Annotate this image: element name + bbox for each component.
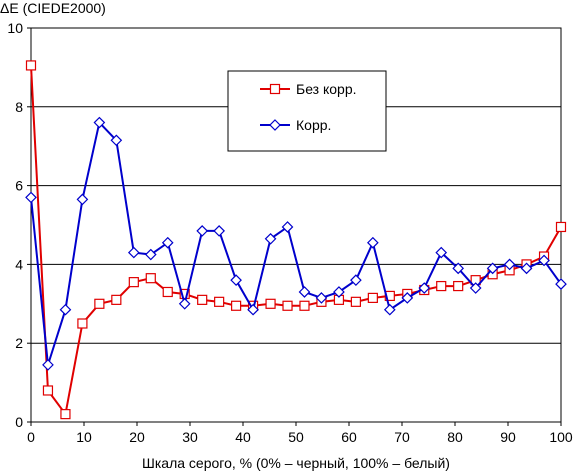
legend-marker <box>269 119 281 131</box>
legend-label: Корр. <box>296 117 331 133</box>
data-point <box>230 274 242 287</box>
legend: Без корр. Корр. <box>227 70 387 152</box>
x-tick-label: 20 <box>129 429 145 445</box>
y-tick-label: 10 <box>7 20 23 36</box>
data-point <box>555 221 567 233</box>
x-tick-label: 10 <box>76 429 92 445</box>
data-point <box>93 116 106 129</box>
data-point <box>435 246 448 259</box>
data-point <box>111 294 122 305</box>
data-point <box>25 60 37 71</box>
legend-label: Без корр. <box>296 81 357 97</box>
data-point <box>436 280 447 292</box>
data-point <box>25 191 37 204</box>
y-tick-label: 2 <box>15 335 23 351</box>
data-point <box>144 248 157 261</box>
data-point <box>298 286 311 298</box>
data-point <box>127 246 140 259</box>
data-point <box>161 236 174 249</box>
data-point <box>350 274 362 287</box>
data-point <box>60 409 71 420</box>
data-point <box>214 296 225 307</box>
y-tick-label: 4 <box>15 256 23 272</box>
data-point <box>178 297 191 310</box>
data-point <box>401 292 414 304</box>
data-point <box>538 254 550 267</box>
data-point <box>197 294 208 305</box>
data-point <box>350 296 361 307</box>
data-point <box>469 282 482 294</box>
data-point <box>59 303 72 316</box>
data-point <box>452 262 465 275</box>
data-point <box>196 225 209 237</box>
x-tick-label: 90 <box>500 429 516 445</box>
data-point <box>231 300 242 311</box>
data-point <box>383 303 396 316</box>
data-point <box>486 262 499 275</box>
data-point <box>145 273 156 284</box>
series-layer <box>25 60 567 420</box>
data-point <box>42 359 54 371</box>
data-point <box>265 298 276 309</box>
legend-box <box>227 70 387 152</box>
data-point <box>281 221 294 233</box>
data-point <box>367 292 378 303</box>
data-point <box>333 286 345 298</box>
data-point <box>315 292 328 304</box>
x-tick-label: 80 <box>447 429 463 445</box>
y-tick-label: 6 <box>15 178 23 194</box>
data-point <box>367 236 379 249</box>
data-point <box>503 258 516 271</box>
x-tick-label: 60 <box>341 429 357 445</box>
chart-title: ΔE (CIEDE2000) <box>0 0 106 16</box>
x-tick-label: 40 <box>235 429 251 445</box>
data-point <box>264 232 277 245</box>
x-axis-label: Шкала серого, % (0% – черный, 100% – бел… <box>142 455 450 471</box>
data-point <box>94 298 105 309</box>
y-tick-label: 8 <box>15 99 23 115</box>
x-tick-label: 100 <box>549 429 573 445</box>
data-point <box>213 225 225 237</box>
data-point <box>110 134 123 147</box>
data-point <box>299 300 310 311</box>
series-line <box>30 120 562 366</box>
data-point <box>76 193 89 206</box>
x-tick-label: 70 <box>394 429 410 445</box>
data-point <box>42 385 54 396</box>
data-point <box>77 318 88 329</box>
y-tick-label: 0 <box>15 414 23 430</box>
data-point <box>520 262 533 275</box>
x-tick-label: 50 <box>288 429 304 445</box>
series-2 <box>25 116 567 371</box>
data-point <box>282 300 293 311</box>
data-point <box>128 277 139 288</box>
data-point <box>555 278 567 290</box>
x-axis: 0 10 20 30 40 50 60 70 80 90 100 <box>27 422 573 445</box>
x-tick-label: 30 <box>182 429 198 445</box>
data-point <box>418 282 431 294</box>
y-axis: 0 2 4 6 8 10 <box>7 20 31 430</box>
data-point <box>162 286 173 298</box>
data-point <box>453 280 464 292</box>
data-point <box>247 303 259 316</box>
legend-marker <box>269 83 281 95</box>
x-tick-label: 0 <box>27 429 35 445</box>
